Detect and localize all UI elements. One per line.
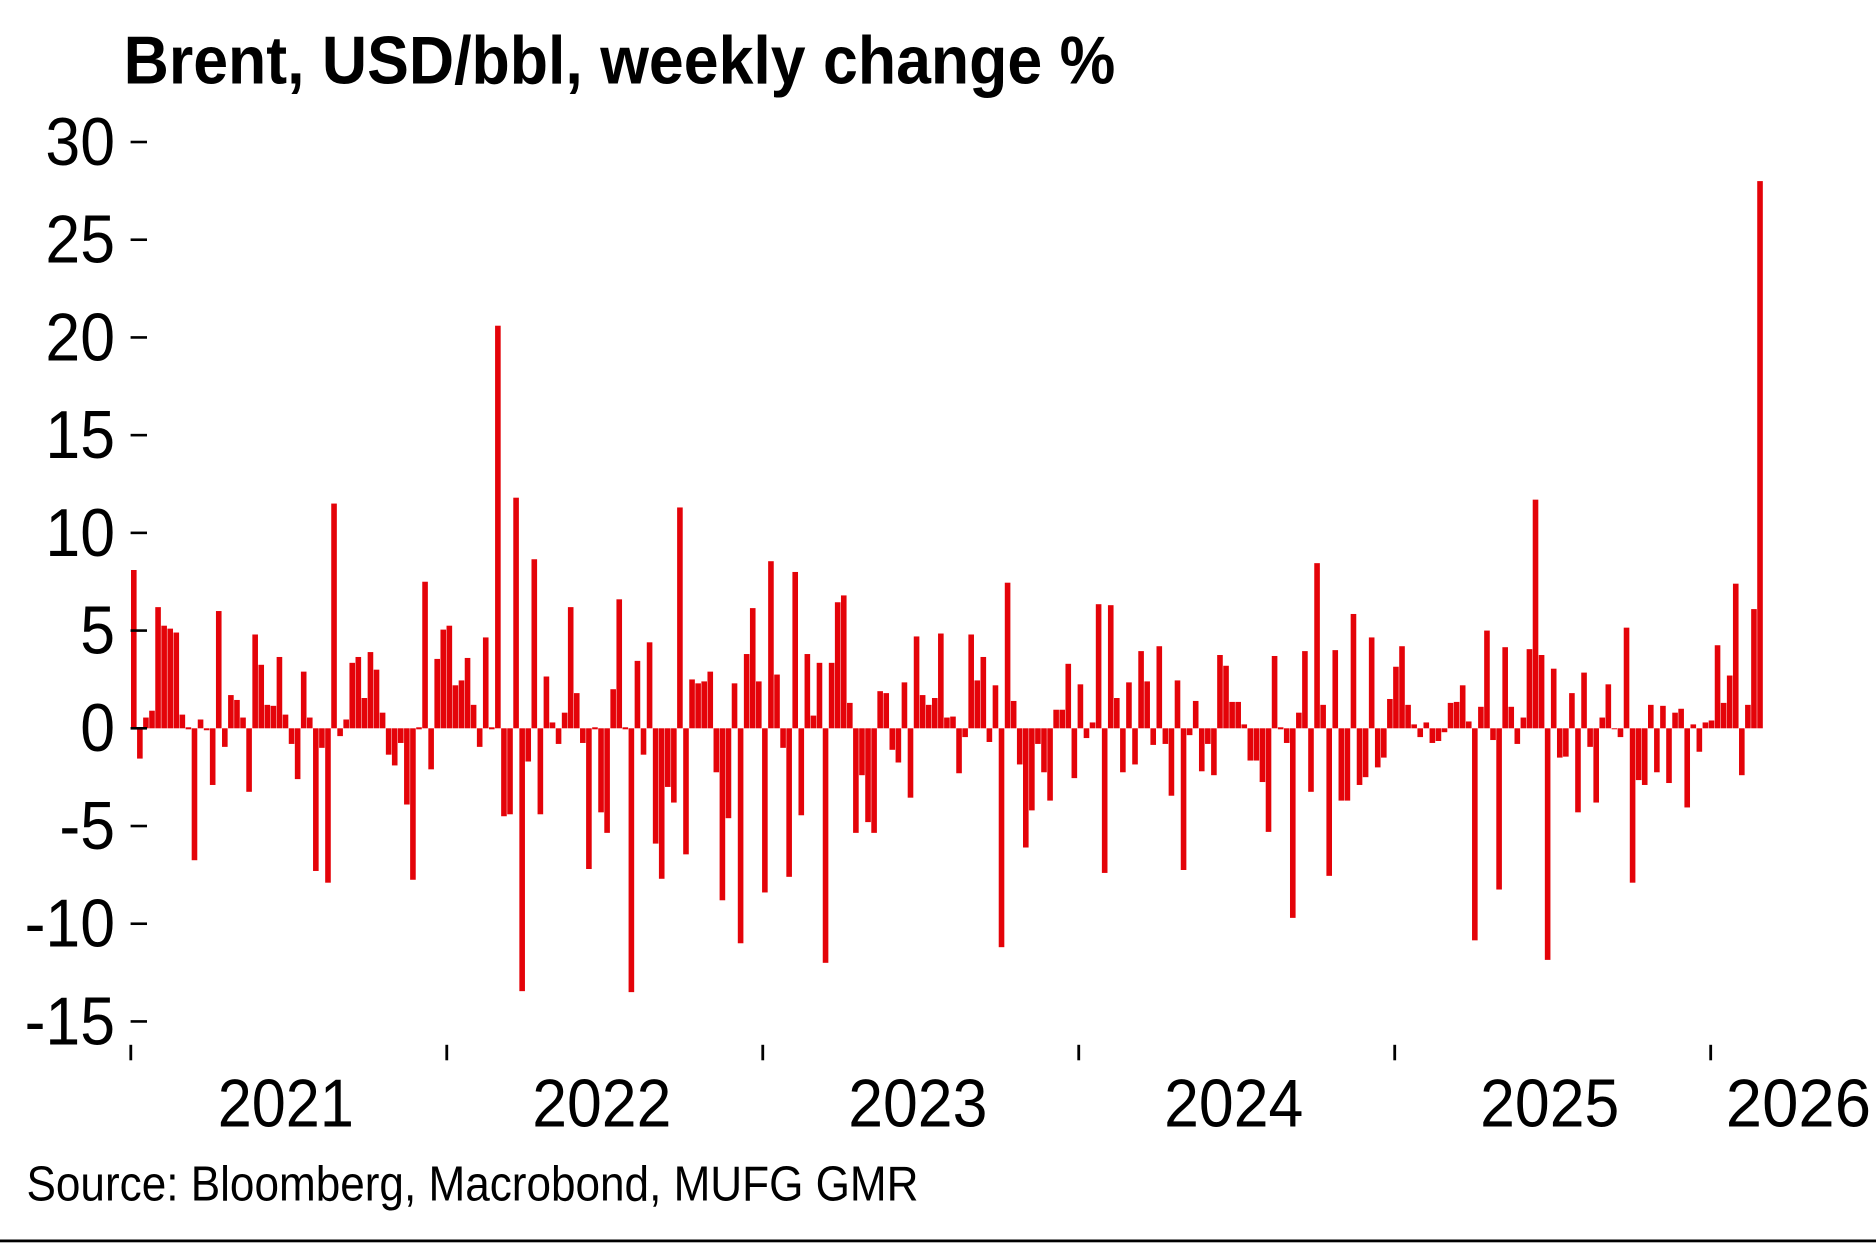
- svg-text:0: 0: [80, 690, 115, 766]
- svg-text:2025: 2025: [1480, 1065, 1619, 1141]
- svg-text:30: 30: [45, 103, 115, 179]
- svg-text:-15: -15: [25, 983, 115, 1059]
- svg-text:2022: 2022: [532, 1065, 671, 1141]
- svg-text:20: 20: [45, 299, 115, 375]
- svg-text:-10: -10: [25, 885, 115, 961]
- svg-text:15: 15: [45, 397, 115, 473]
- svg-text:5: 5: [80, 592, 115, 668]
- svg-text:25: 25: [45, 201, 115, 277]
- svg-text:10: 10: [45, 494, 115, 570]
- svg-text:-5: -5: [59, 787, 115, 863]
- svg-text:2023: 2023: [848, 1065, 987, 1141]
- svg-text:2026: 2026: [1726, 1066, 1871, 1141]
- svg-text:2021: 2021: [218, 1064, 354, 1141]
- svg-text:Source: Bloomberg, Macrobond,: Source: Bloomberg, Macrobond, MUFG GMR: [27, 1156, 919, 1211]
- svg-text:Brent, USD/bbl, weekly change: Brent, USD/bbl, weekly change %: [124, 22, 1116, 98]
- svg-text:2024: 2024: [1164, 1065, 1303, 1141]
